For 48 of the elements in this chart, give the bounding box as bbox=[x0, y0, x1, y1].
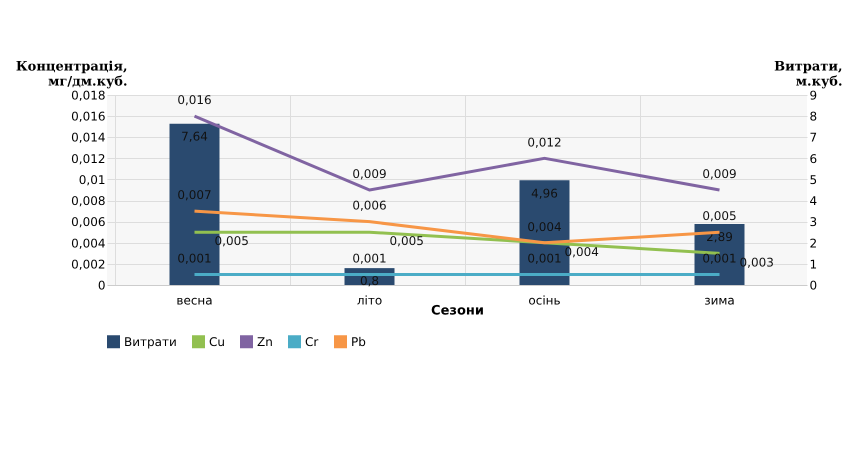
y2-tick-label: 4 bbox=[810, 194, 818, 208]
x-tick-label: зима bbox=[704, 294, 735, 308]
x-tick-label: весна bbox=[176, 294, 213, 308]
data-label: 0,009 bbox=[702, 167, 737, 181]
y2-tick-label: 7 bbox=[810, 130, 818, 145]
data-label: 4,96 bbox=[531, 186, 558, 200]
x-tick-label: осінь bbox=[528, 294, 561, 308]
data-label: 7,64 bbox=[181, 130, 208, 144]
data-label: 0,001 bbox=[702, 251, 737, 266]
data-label: 0,8 bbox=[360, 274, 380, 288]
y2-tick-label: 2 bbox=[810, 236, 818, 250]
legend-label: Zn bbox=[257, 334, 273, 349]
data-label: 0,006 bbox=[352, 198, 387, 213]
y2-axis-title: Витрати, м.куб. bbox=[774, 60, 842, 90]
y2-tick-label: 6 bbox=[810, 152, 818, 166]
y-axis-title: Концентрація, мг/дм.куб. bbox=[16, 60, 128, 90]
data-label: 0,001 bbox=[527, 251, 562, 266]
x-axis-title: Сезони bbox=[431, 304, 484, 318]
data-label: 0,001 bbox=[177, 251, 212, 266]
x-tick-label: літо bbox=[356, 294, 382, 308]
data-label: 0,009 bbox=[352, 167, 387, 181]
y2-tick-label: 0 bbox=[810, 278, 818, 292]
data-label: 0,005 bbox=[702, 209, 737, 224]
legend-label: Cu bbox=[209, 334, 225, 349]
y-tick-label: 0 bbox=[98, 278, 106, 292]
y-tick-label: 0,018 bbox=[71, 88, 106, 102]
y-tick-label: 0,012 bbox=[71, 152, 106, 166]
y-tick-label: 0,016 bbox=[71, 110, 106, 124]
y-tick-label: 0,01 bbox=[78, 172, 106, 187]
y-tick-label: 0,014 bbox=[71, 130, 106, 145]
legend-label: Pb bbox=[351, 334, 366, 349]
y2-tick-label: 3 bbox=[810, 215, 818, 230]
data-label: 0,005 bbox=[390, 234, 424, 248]
y2-tick-label: 9 bbox=[810, 88, 818, 102]
y-tick-label: 0,004 bbox=[71, 236, 106, 250]
y2-tick-label: 1 bbox=[810, 257, 818, 272]
legend-label: Витрати bbox=[124, 334, 177, 349]
data-label: 0,016 bbox=[177, 93, 212, 108]
y-tick-label: 0,008 bbox=[71, 194, 106, 208]
data-label: 0,012 bbox=[527, 135, 562, 150]
y-tick-label: 0,006 bbox=[71, 215, 106, 230]
legend-label: Cr bbox=[305, 334, 318, 349]
y-tick-label: 0,002 bbox=[71, 257, 106, 272]
data-label: 0,007 bbox=[177, 188, 212, 202]
data-label: 0,004 bbox=[527, 220, 562, 234]
data-label: 0,001 bbox=[352, 251, 387, 266]
y2-tick-label: 8 bbox=[810, 110, 818, 124]
y2-tick-label: 5 bbox=[810, 172, 818, 187]
